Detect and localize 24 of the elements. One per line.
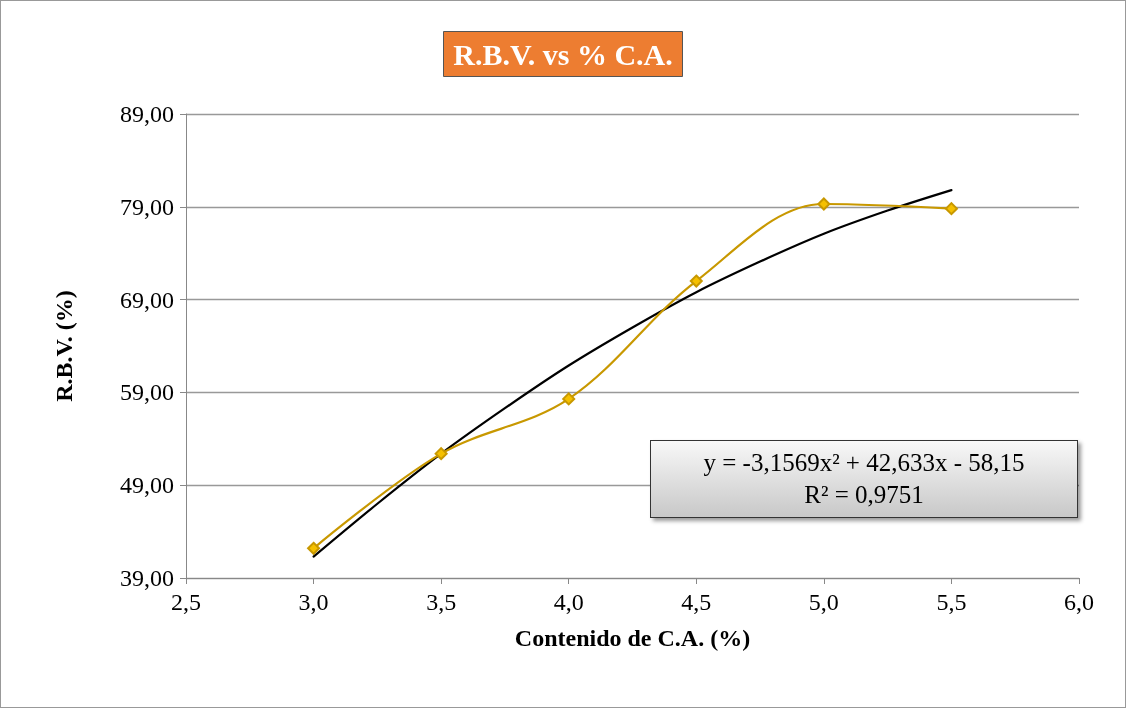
equation-box: y = -3,1569x² + 42,633x - 58,15 R² = 0,9751	[650, 440, 1078, 518]
point	[689, 274, 703, 288]
x-tick-label: 4,5	[681, 589, 712, 615]
point	[307, 541, 321, 555]
x-tick-label: 6,0	[1064, 589, 1094, 615]
point	[817, 197, 831, 211]
y-tick-label: 69,00	[120, 286, 174, 313]
point	[434, 447, 448, 461]
y-tick-label: 79,00	[120, 193, 174, 220]
y-tick-label: 39,00	[120, 565, 174, 591]
y-tick-label: 89,00	[120, 101, 174, 127]
x-tick-label: 3,5	[426, 589, 457, 615]
x-tick-label: 3,0	[298, 589, 329, 615]
x-tick-label: 4,0	[553, 589, 584, 615]
x-tick-label: 2,5	[171, 589, 201, 615]
chart-title: R.B.V. vs % C.A.	[453, 37, 673, 71]
x-tick-label: 5,0	[808, 589, 839, 615]
y-axis-title: R.B.V. (%)	[51, 290, 77, 402]
point	[562, 392, 576, 406]
x-axis-title: Contenido de C.A. (%)	[514, 625, 751, 651]
point	[944, 202, 958, 216]
x-tick-label: 5,5	[936, 589, 967, 615]
y-tick-label: 49,00	[120, 472, 174, 499]
y-tick-label: 59,00	[120, 379, 174, 406]
